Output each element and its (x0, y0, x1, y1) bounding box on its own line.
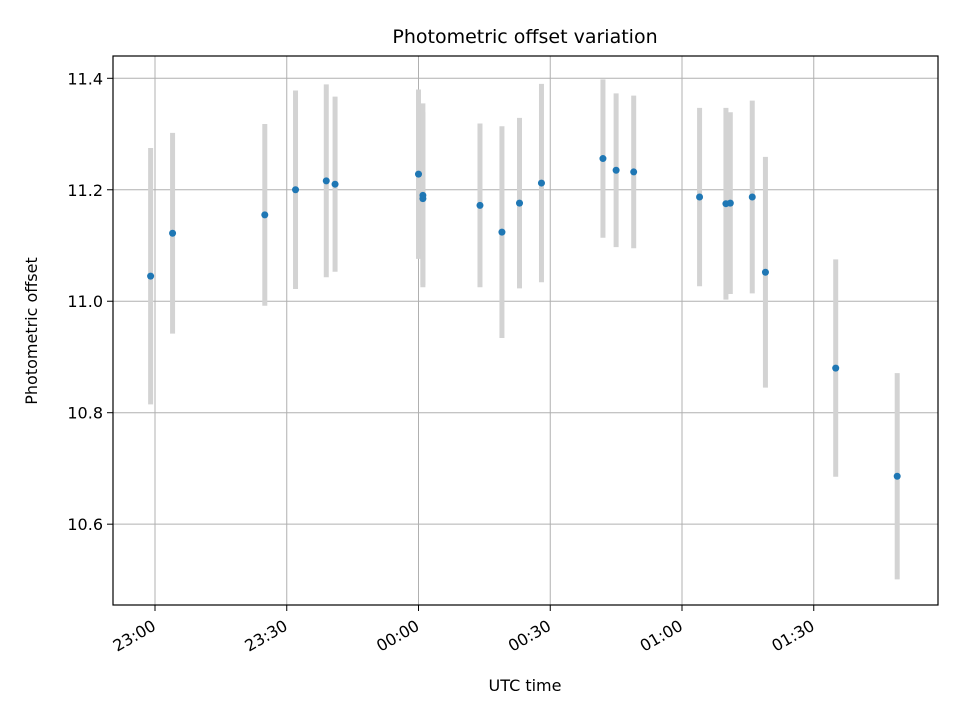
x-axis-title: UTC time (489, 676, 562, 695)
data-point (696, 193, 704, 201)
data-point (612, 166, 620, 174)
data-point (322, 177, 330, 185)
data-point (498, 228, 506, 236)
data-point (832, 364, 840, 372)
y-axis-title: Photometric offset (22, 257, 41, 405)
y-tick-label: 10.6 (67, 515, 103, 534)
y-axis: 10.6 10.8 11.0 11.2 11.4 (67, 69, 113, 534)
data-point (292, 186, 300, 194)
data-point (169, 229, 177, 237)
data-point (599, 155, 607, 163)
y-tick-label: 11.4 (67, 69, 103, 88)
y-tick-label: 10.8 (67, 404, 103, 423)
data-point (261, 211, 269, 219)
data-point (331, 180, 339, 188)
plot-frame (112, 55, 939, 606)
data-point (147, 272, 155, 280)
data-point (476, 201, 484, 209)
data-point (415, 170, 422, 178)
data-point (516, 199, 524, 207)
data-point (537, 179, 545, 187)
data-point (748, 193, 756, 201)
data-points (147, 155, 901, 480)
y-tick-label: 11.0 (67, 292, 103, 311)
chart-title: Photometric offset variation (392, 26, 657, 48)
data-point (893, 472, 901, 480)
data-point (726, 199, 734, 207)
grid (113, 56, 938, 605)
data-point (419, 195, 427, 203)
data-point (761, 268, 769, 276)
data-point (630, 168, 638, 176)
y-tick-label: 11.2 (67, 181, 103, 200)
